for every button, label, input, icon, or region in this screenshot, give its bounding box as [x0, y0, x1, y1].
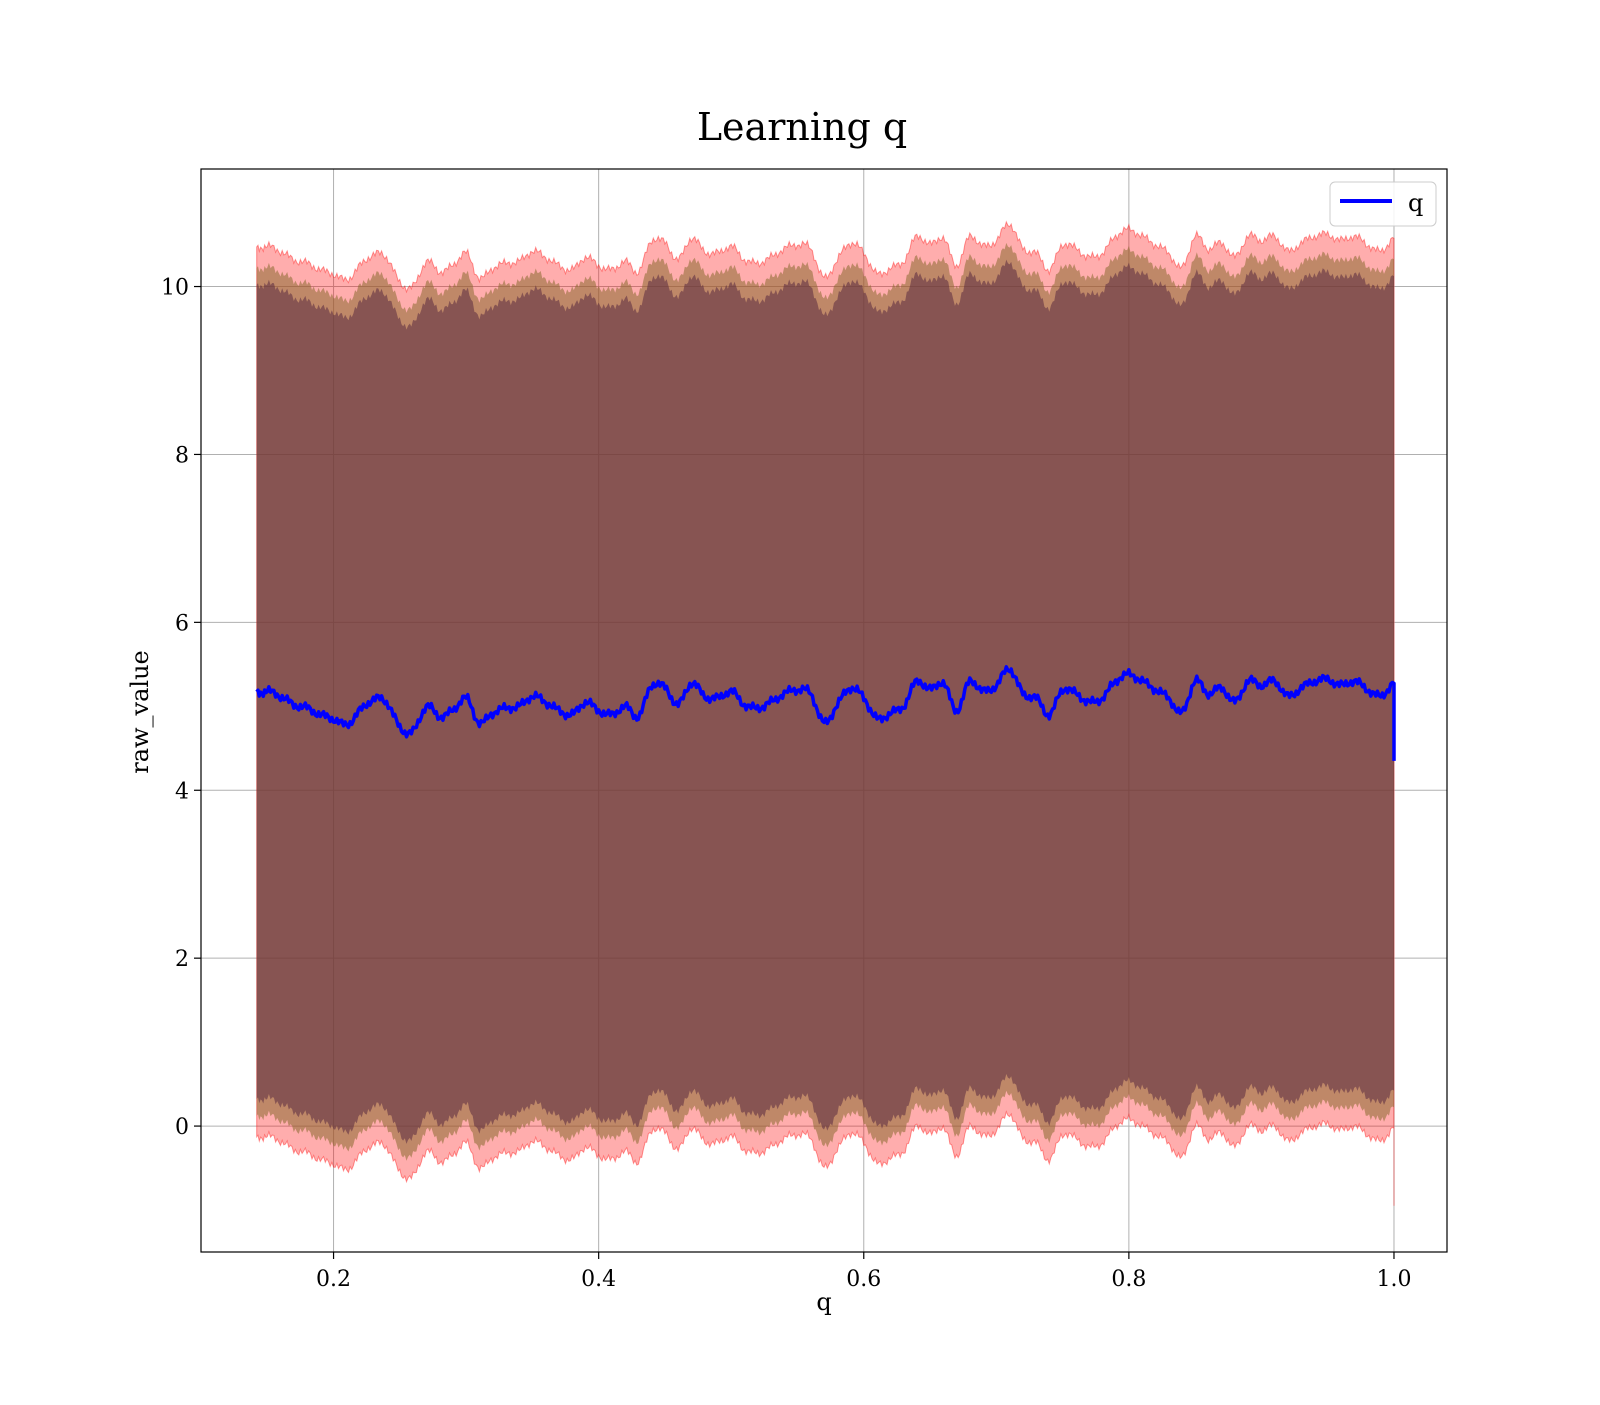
y-tick-label: 2 — [175, 947, 189, 972]
legend: q — [1329, 181, 1437, 227]
y-axis-ticks: 0 2 4 6 8 10 — [161, 276, 201, 1140]
x-tick-label: 1.0 — [1376, 1267, 1411, 1292]
x-tick-label: 0.4 — [581, 1267, 616, 1292]
series-lines — [255, 665, 1396, 761]
y-tick-label: 10 — [161, 276, 189, 301]
legend-box — [1329, 181, 1437, 227]
x-tick-label: 0.6 — [846, 1267, 881, 1292]
x-tick-label: 0.2 — [316, 1267, 351, 1292]
legend-label-q: q — [1408, 189, 1423, 217]
y-tick-label: 8 — [175, 443, 189, 468]
chart-title: Learning q — [697, 105, 907, 149]
y-tick-label: 6 — [175, 611, 189, 636]
y-tick-label: 4 — [175, 779, 189, 804]
plot-frame — [200, 168, 1448, 1253]
x-tick-label: 0.8 — [1111, 1267, 1146, 1292]
y-axis-label: raw_value — [126, 650, 154, 774]
series-line-q — [255, 665, 1396, 761]
y-tick-label: 0 — [175, 1115, 189, 1140]
band-inner — [256, 259, 1395, 1169]
confidence-bands — [256, 220, 1395, 1206]
x-axis-label: q — [816, 1288, 831, 1316]
x-axis-ticks: 0.2 0.4 0.6 0.8 1.0 — [316, 1252, 1411, 1292]
